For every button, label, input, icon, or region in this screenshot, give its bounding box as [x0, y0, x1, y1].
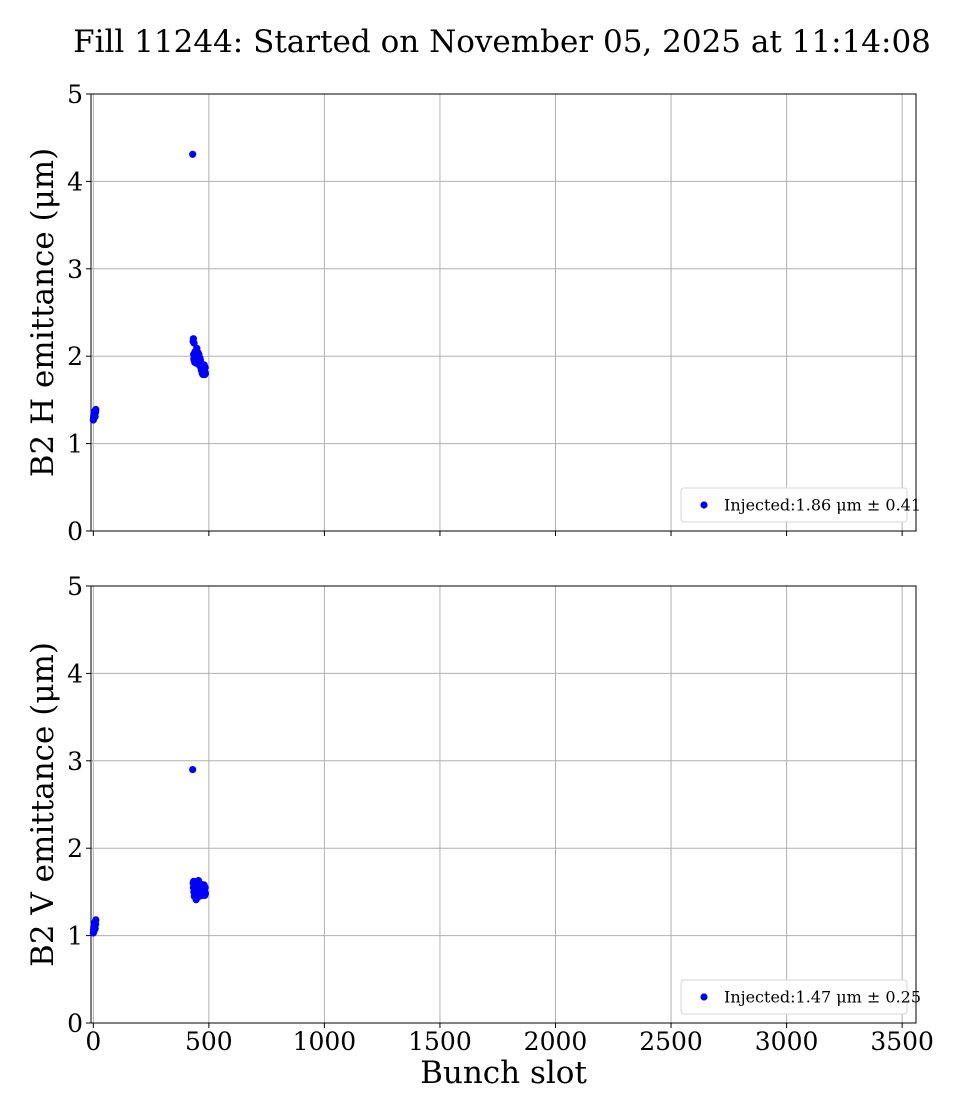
- x-tick-label: 2000: [524, 1027, 588, 1056]
- data-point: [201, 883, 209, 892]
- panels: 0 1 2 3 4 5 B2 H emittance (μm) Injected:1.86 μ…: [25, 80, 934, 1091]
- data-point: [92, 405, 100, 414]
- y-tick-label: 4: [67, 659, 83, 688]
- x-tick-label: 1500: [408, 1027, 472, 1056]
- y-axis-label: B2 V emittance (μm): [25, 642, 61, 967]
- data-point: [189, 150, 197, 158]
- legend-box: [680, 487, 908, 523]
- legend-label: Injected:1.86 μm ± 0.41: [724, 496, 921, 515]
- x-tick-label: 0: [85, 1027, 101, 1056]
- y-tick-label: 5: [67, 572, 83, 601]
- x-tick-label: 1000: [293, 1027, 357, 1056]
- data-point: [201, 890, 209, 898]
- y-tick-label: 2: [67, 834, 83, 863]
- legend: Injected:1.86 μm ± 0.41: [680, 487, 921, 523]
- x-tick-label: 3000: [755, 1027, 819, 1056]
- series-injected: [89, 150, 209, 424]
- figure-title: Fill 11244: Started on November 05, 2025…: [73, 24, 931, 60]
- y-axis-label: B2 H emittance (μm): [25, 148, 61, 478]
- y-tick-label: 1: [67, 922, 83, 951]
- x-tick-label: 3500: [870, 1027, 934, 1056]
- plot-frame: [90, 93, 917, 532]
- legend-label: Injected:1.47 μm ± 0.25: [724, 988, 921, 1007]
- legend-marker: [700, 993, 708, 1001]
- legend-marker: [700, 501, 708, 509]
- panel-1: 0 1 2 3 4 5 B2 H emittance (μm) Injected:1.86 μ…: [25, 80, 921, 546]
- y-tick-label: 3: [67, 747, 83, 776]
- x-tick-label: 2500: [639, 1027, 703, 1056]
- y-tick-label: 2: [67, 342, 83, 371]
- plot-frame: [90, 585, 917, 1024]
- y-tick-label: 3: [67, 255, 83, 284]
- legend: Injected:1.47 μm ± 0.25: [680, 979, 921, 1015]
- panel-2: 0 1 2 3 4 5 0 500 1000 1500 2000 2500 3000 3500 B2 V e…: [25, 572, 934, 1091]
- x-axis-label: Bunch slot: [420, 1055, 587, 1091]
- data-point: [92, 916, 100, 924]
- legend-box: [680, 979, 908, 1015]
- series-injected: [89, 765, 209, 937]
- y-tick-label: 5: [67, 80, 83, 109]
- y-tick-label: 1: [67, 430, 83, 459]
- y-tick-label: 4: [67, 167, 83, 196]
- data-point: [201, 363, 209, 372]
- data-point: [201, 370, 209, 378]
- x-tick-label: 500: [185, 1027, 233, 1056]
- data-point: [189, 765, 197, 774]
- y-tick-label: 0: [67, 1009, 83, 1038]
- y-tick-label: 0: [67, 517, 83, 546]
